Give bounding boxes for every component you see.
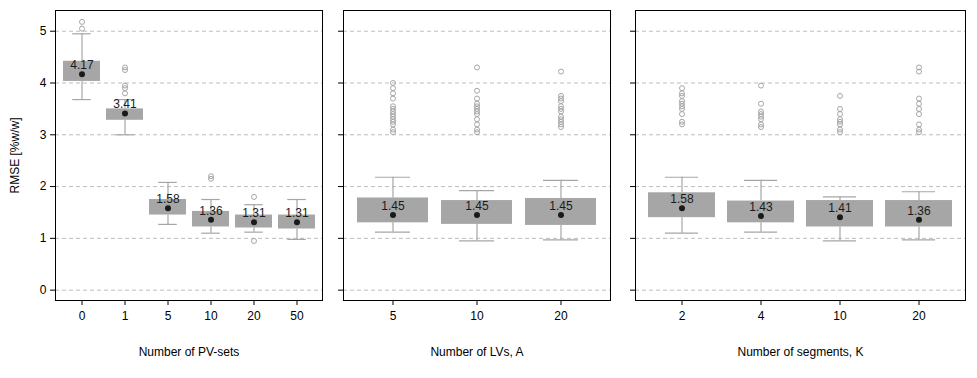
svg-text:50: 50 <box>290 309 304 323</box>
svg-text:20: 20 <box>554 309 568 323</box>
svg-text:10: 10 <box>204 309 218 323</box>
svg-text:0: 0 <box>40 283 47 297</box>
svg-text:1: 1 <box>40 231 47 245</box>
svg-text:1.43: 1.43 <box>749 200 773 214</box>
svg-text:1.31: 1.31 <box>242 206 266 220</box>
svg-text:1.58: 1.58 <box>156 192 180 206</box>
svg-text:20: 20 <box>247 309 261 323</box>
svg-text:RMSE [%w/w]: RMSE [%w/w] <box>8 117 22 193</box>
svg-text:1.58: 1.58 <box>670 192 694 206</box>
svg-text:1.31: 1.31 <box>285 206 309 220</box>
svg-text:0: 0 <box>79 309 86 323</box>
svg-text:5: 5 <box>390 309 397 323</box>
svg-text:Number of LVs, A: Number of LVs, A <box>430 345 523 359</box>
svg-text:1.45: 1.45 <box>381 199 405 213</box>
svg-text:1.45: 1.45 <box>465 199 489 213</box>
svg-text:3: 3 <box>40 128 47 142</box>
svg-text:Number of segments, K: Number of segments, K <box>737 345 863 359</box>
svg-text:1: 1 <box>122 309 129 323</box>
svg-text:Number of PV-sets: Number of PV-sets <box>139 345 240 359</box>
svg-text:4.17: 4.17 <box>70 58 94 72</box>
svg-text:4: 4 <box>40 76 47 90</box>
svg-text:1.36: 1.36 <box>907 204 931 218</box>
svg-text:10: 10 <box>833 309 847 323</box>
svg-text:1.45: 1.45 <box>549 199 573 213</box>
svg-text:10: 10 <box>470 309 484 323</box>
svg-text:1.36: 1.36 <box>199 204 223 218</box>
svg-text:5: 5 <box>165 309 172 323</box>
svg-text:2: 2 <box>679 309 686 323</box>
svg-text:3.41: 3.41 <box>113 97 137 111</box>
svg-text:5: 5 <box>40 24 47 38</box>
svg-text:4: 4 <box>758 309 765 323</box>
svg-text:20: 20 <box>912 309 926 323</box>
svg-text:2: 2 <box>40 179 47 193</box>
svg-text:1.41: 1.41 <box>828 201 852 215</box>
